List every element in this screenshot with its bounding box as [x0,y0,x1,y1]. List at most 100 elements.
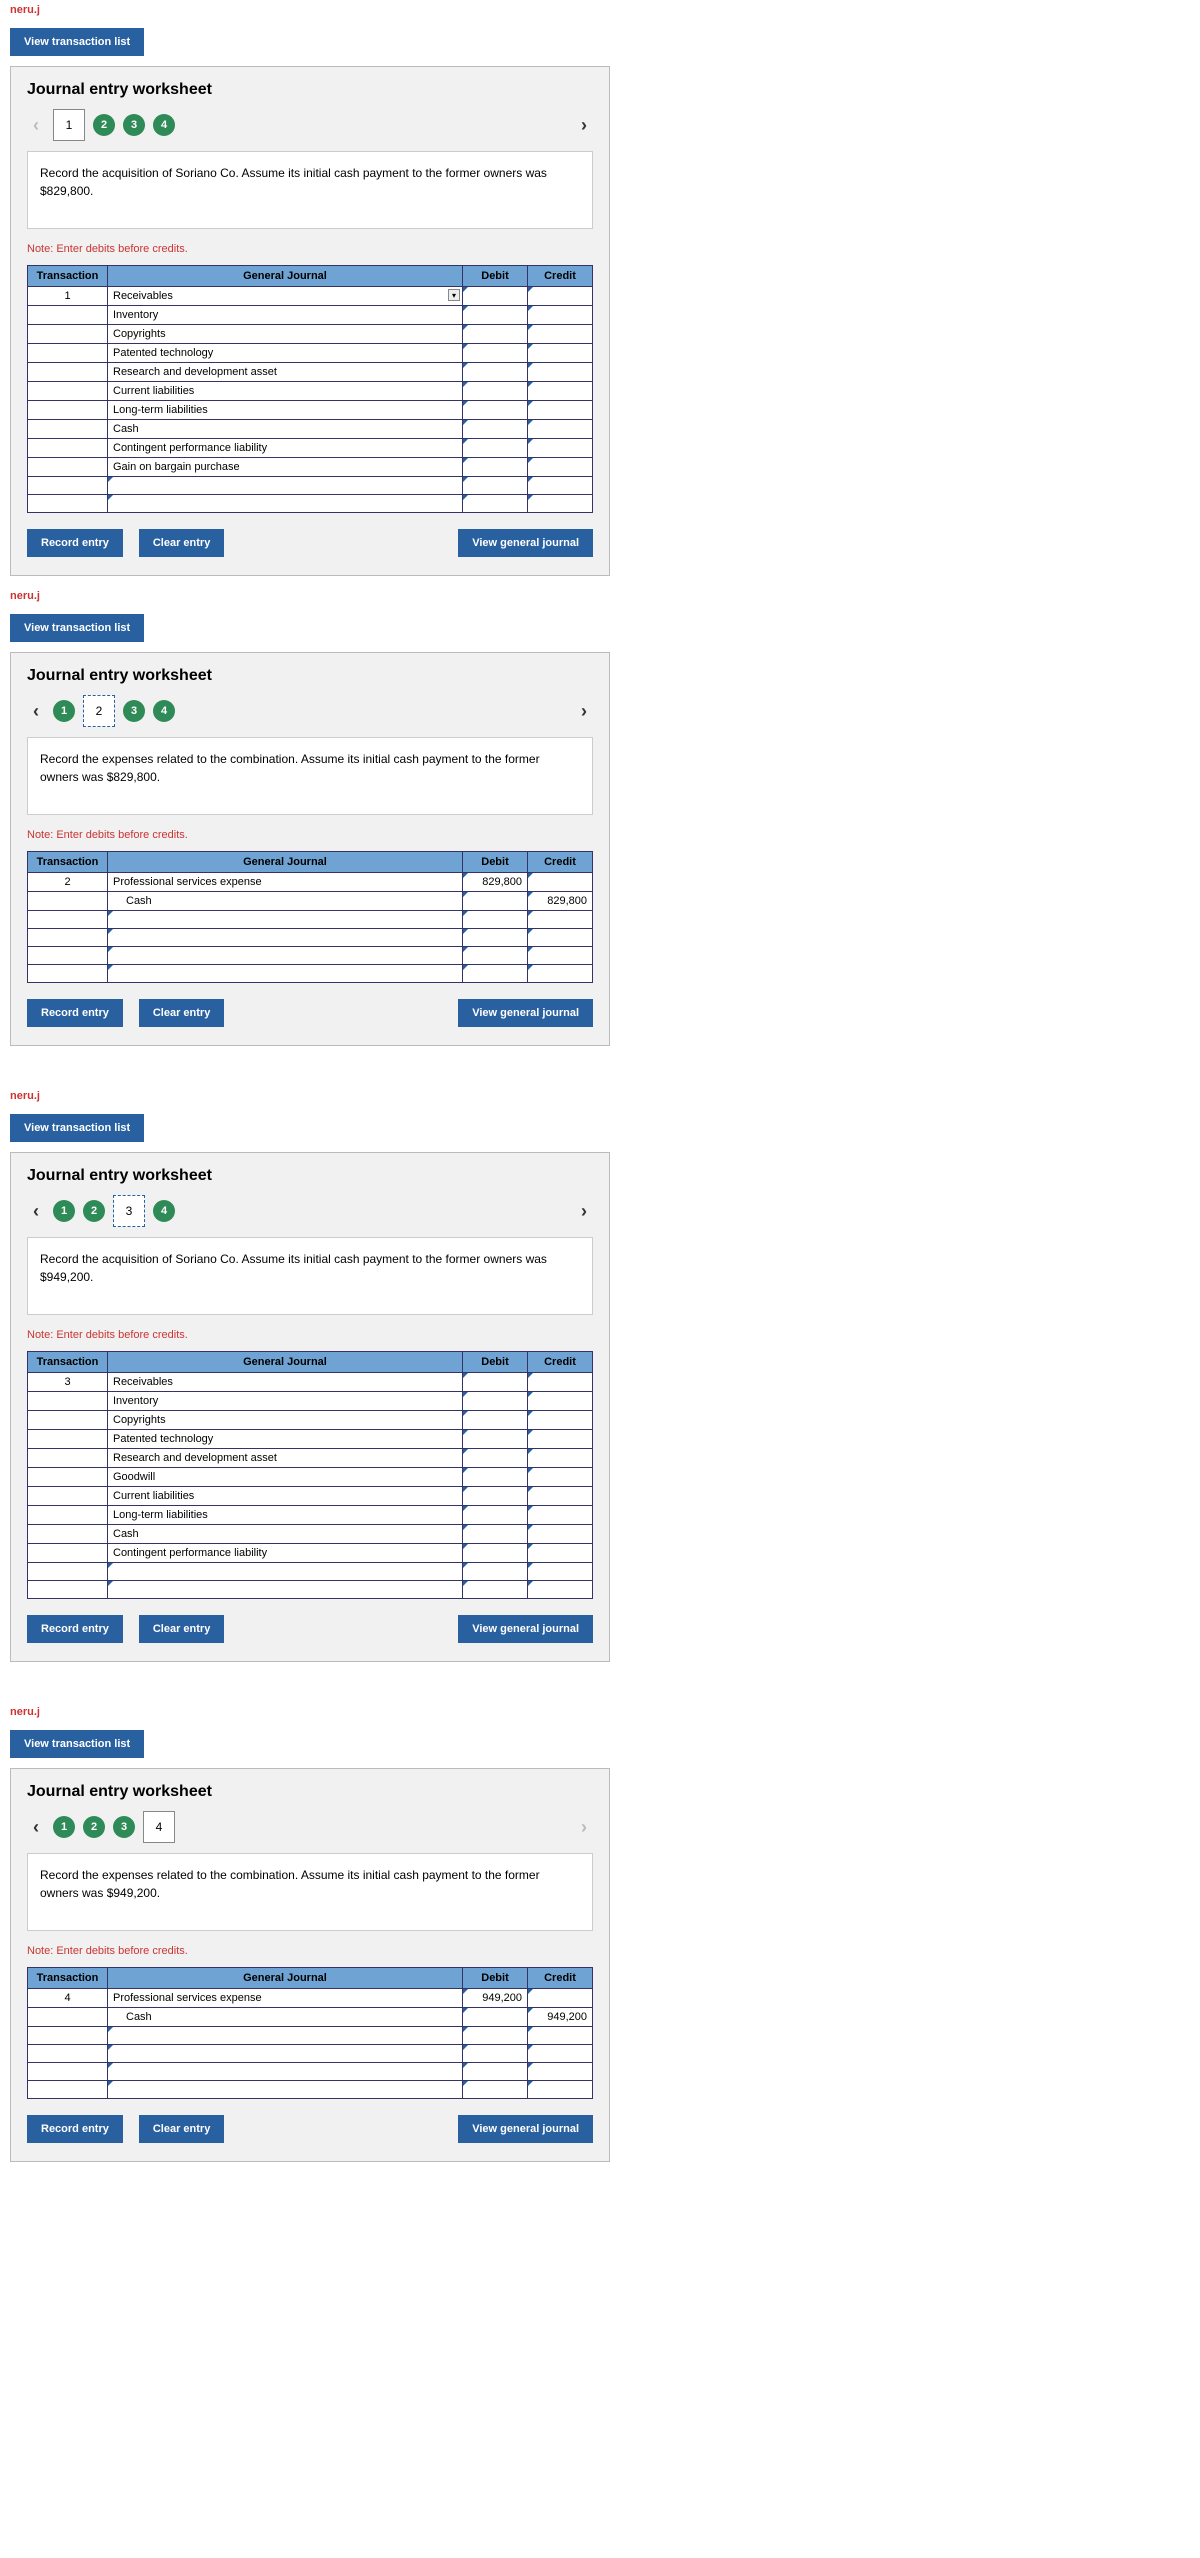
step-circle[interactable]: 1 [53,1200,75,1222]
cell-transaction[interactable] [28,382,108,401]
cell-account[interactable]: Receivables▾ [108,287,463,306]
cell-credit[interactable] [528,929,593,947]
cell-transaction[interactable] [28,1525,108,1544]
step-circle[interactable]: 3 [123,700,145,722]
cell-account[interactable]: Current liabilities [108,382,463,401]
cell-credit[interactable]: 829,800 [528,892,593,911]
cell-credit[interactable]: 949,200 [528,2008,593,2027]
cell-debit[interactable] [463,401,528,420]
cell-transaction[interactable] [28,1563,108,1581]
cell-credit[interactable] [528,495,593,513]
cell-debit[interactable] [463,363,528,382]
step-active[interactable]: 3 [113,1195,145,1227]
cell-debit[interactable] [463,965,528,983]
cell-debit[interactable] [463,325,528,344]
cell-debit[interactable] [463,1487,528,1506]
cell-credit[interactable] [528,2063,593,2081]
cell-credit[interactable] [528,420,593,439]
cell-debit[interactable] [463,892,528,911]
cell-transaction[interactable] [28,929,108,947]
cell-transaction[interactable]: 1 [28,287,108,306]
cell-transaction[interactable] [28,458,108,477]
cell-debit[interactable] [463,2045,528,2063]
cell-transaction[interactable] [28,1392,108,1411]
view-general-journal-button[interactable]: View general journal [458,2115,593,2143]
cell-transaction[interactable] [28,2081,108,2099]
cell-account[interactable] [108,1563,463,1581]
cell-account[interactable]: Cash [108,892,463,911]
cell-credit[interactable] [528,1411,593,1430]
cell-account[interactable]: Inventory [108,306,463,325]
cell-transaction[interactable] [28,306,108,325]
clear-entry-button[interactable]: Clear entry [139,1615,224,1643]
cell-credit[interactable] [528,439,593,458]
cell-credit[interactable] [528,2081,593,2099]
cell-account[interactable]: Patented technology [108,344,463,363]
cell-transaction[interactable] [28,1506,108,1525]
cell-credit[interactable] [528,382,593,401]
cell-credit[interactable] [528,401,593,420]
clear-entry-button[interactable]: Clear entry [139,999,224,1027]
record-entry-button[interactable]: Record entry [27,1615,123,1643]
cell-credit[interactable] [528,344,593,363]
cell-transaction[interactable] [28,1487,108,1506]
cell-account[interactable]: Research and development asset [108,363,463,382]
cell-debit[interactable] [463,1411,528,1430]
cell-transaction[interactable] [28,2008,108,2027]
chevron-right-icon[interactable]: › [575,1201,593,1222]
chevron-right-icon[interactable]: › [575,115,593,136]
cell-account[interactable] [108,965,463,983]
cell-account[interactable]: Inventory [108,1392,463,1411]
cell-account[interactable]: Cash [108,420,463,439]
cell-credit[interactable] [528,363,593,382]
step-circle[interactable]: 1 [53,700,75,722]
cell-credit[interactable] [528,2027,593,2045]
step-active[interactable]: 4 [143,1811,175,1843]
cell-debit[interactable] [463,1544,528,1563]
cell-credit[interactable] [528,911,593,929]
view-general-journal-button[interactable]: View general journal [458,1615,593,1643]
cell-transaction[interactable] [28,477,108,495]
cell-account[interactable] [108,477,463,495]
cell-credit[interactable] [528,458,593,477]
view-general-journal-button[interactable]: View general journal [458,999,593,1027]
cell-account[interactable]: Copyrights [108,1411,463,1430]
cell-debit[interactable] [463,911,528,929]
cell-account[interactable]: Patented technology [108,1430,463,1449]
view-transaction-list-button[interactable]: View transaction list [10,1730,144,1758]
cell-account[interactable] [108,911,463,929]
step-circle[interactable]: 4 [153,114,175,136]
step-circle[interactable]: 4 [153,1200,175,1222]
cell-credit[interactable] [528,2045,593,2063]
view-transaction-list-button[interactable]: View transaction list [10,28,144,56]
cell-transaction[interactable] [28,439,108,458]
cell-transaction[interactable] [28,2045,108,2063]
view-transaction-list-button[interactable]: View transaction list [10,1114,144,1142]
record-entry-button[interactable]: Record entry [27,999,123,1027]
cell-debit[interactable] [463,1506,528,1525]
cell-credit[interactable] [528,1449,593,1468]
cell-debit[interactable] [463,947,528,965]
cell-debit[interactable] [463,439,528,458]
clear-entry-button[interactable]: Clear entry [139,2115,224,2143]
cell-account[interactable] [108,495,463,513]
cell-debit[interactable] [463,2063,528,2081]
cell-transaction[interactable] [28,2063,108,2081]
cell-credit[interactable] [528,1430,593,1449]
cell-debit[interactable] [463,1581,528,1599]
cell-transaction[interactable] [28,1581,108,1599]
cell-transaction[interactable] [28,495,108,513]
cell-account[interactable]: Contingent performance liability [108,1544,463,1563]
cell-debit[interactable] [463,420,528,439]
step-circle[interactable]: 2 [83,1200,105,1222]
cell-account[interactable] [108,2045,463,2063]
record-entry-button[interactable]: Record entry [27,529,123,557]
cell-credit[interactable] [528,965,593,983]
cell-transaction[interactable] [28,1468,108,1487]
cell-transaction[interactable] [28,325,108,344]
step-circle[interactable]: 1 [53,1816,75,1838]
cell-account[interactable] [108,2063,463,2081]
cell-account[interactable]: Research and development asset [108,1449,463,1468]
cell-credit[interactable] [528,1487,593,1506]
cell-transaction[interactable] [28,1411,108,1430]
